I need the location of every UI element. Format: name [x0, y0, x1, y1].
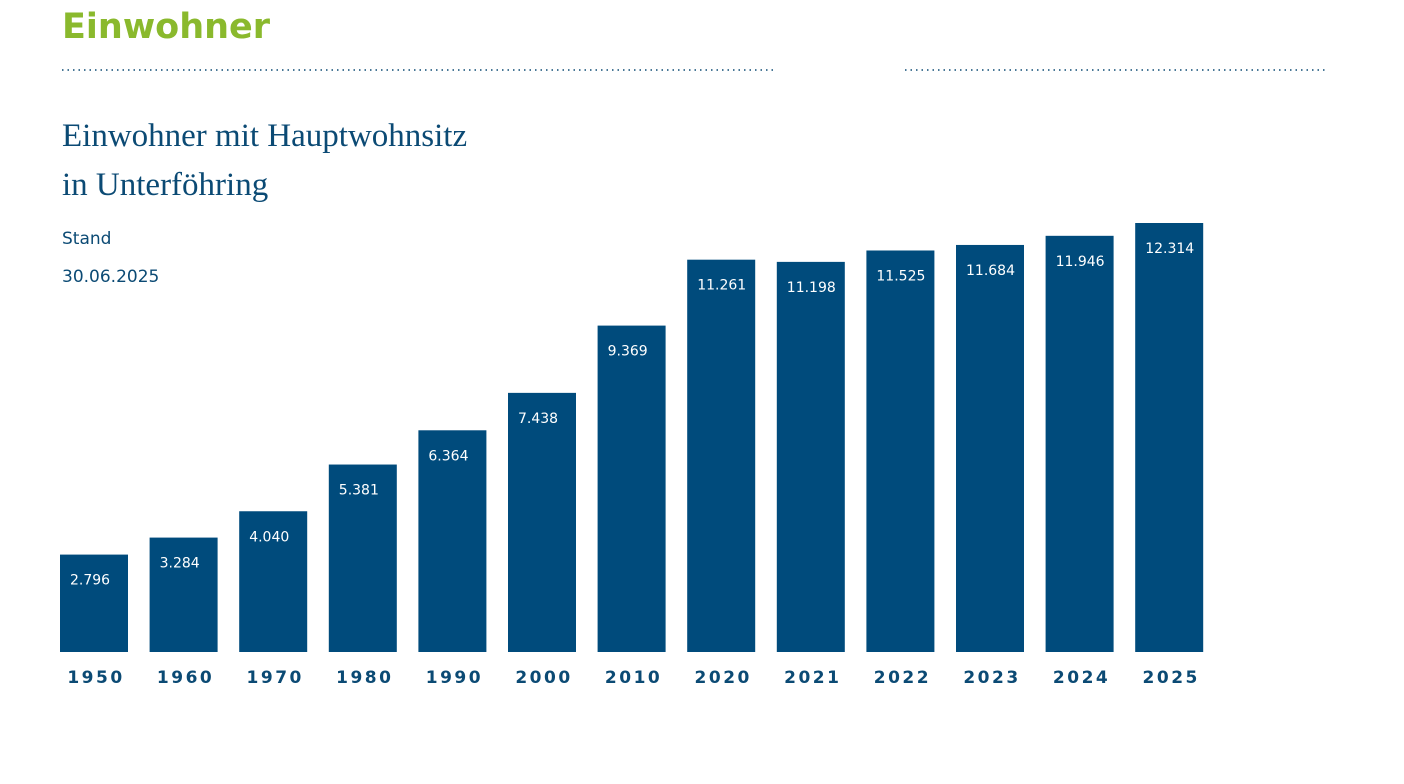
bar [328, 464, 397, 652]
chart-title: in Unterföhring [62, 167, 268, 203]
x-tick-label: 2021 [784, 668, 841, 688]
x-tick-label: 1980 [336, 668, 393, 688]
bar [60, 554, 128, 652]
bar [418, 430, 487, 652]
bar [956, 244, 1024, 653]
x-tick-label: 1970 [247, 668, 304, 688]
value-label: 6.364 [428, 448, 468, 464]
value-label: 11.946 [1056, 254, 1105, 270]
x-tick-label: 2022 [874, 668, 931, 688]
x-tick-label: 1960 [157, 668, 214, 688]
value-label: 11.261 [697, 278, 746, 294]
x-tick-label: 2010 [605, 668, 662, 688]
bar [149, 537, 218, 652]
bar [508, 392, 576, 652]
x-tick-label: 2025 [1143, 668, 1200, 688]
value-label: 12.314 [1145, 241, 1194, 257]
heading: Einwohner [62, 7, 271, 47]
x-tick-label: 2024 [1053, 668, 1110, 688]
x-tick-label: 2000 [515, 668, 572, 688]
value-label: 11.198 [787, 280, 836, 296]
x-tick-label: 1950 [67, 668, 124, 688]
bar [687, 259, 756, 652]
value-label: 7.438 [518, 411, 558, 427]
bar [776, 261, 845, 652]
subtitle: Stand [62, 229, 111, 249]
value-label: 4.040 [249, 529, 289, 545]
bar [866, 250, 935, 652]
x-tick-label: 2020 [695, 668, 752, 688]
value-label: 2.796 [70, 573, 110, 589]
bar [1045, 235, 1114, 652]
x-tick-label: 2023 [963, 668, 1020, 688]
subtitle: 30.06.2025 [62, 267, 159, 287]
bar [597, 325, 666, 652]
value-label: 5.381 [339, 483, 379, 499]
value-label: 3.284 [160, 556, 200, 572]
x-tick-label: 1990 [426, 668, 483, 688]
chart-title: Einwohner mit Hauptwohnsitz [62, 118, 467, 154]
value-label: 11.525 [876, 268, 925, 284]
value-label: 11.684 [966, 263, 1015, 279]
bar [239, 511, 308, 652]
bar [1135, 223, 1204, 652]
value-label: 9.369 [608, 344, 648, 360]
